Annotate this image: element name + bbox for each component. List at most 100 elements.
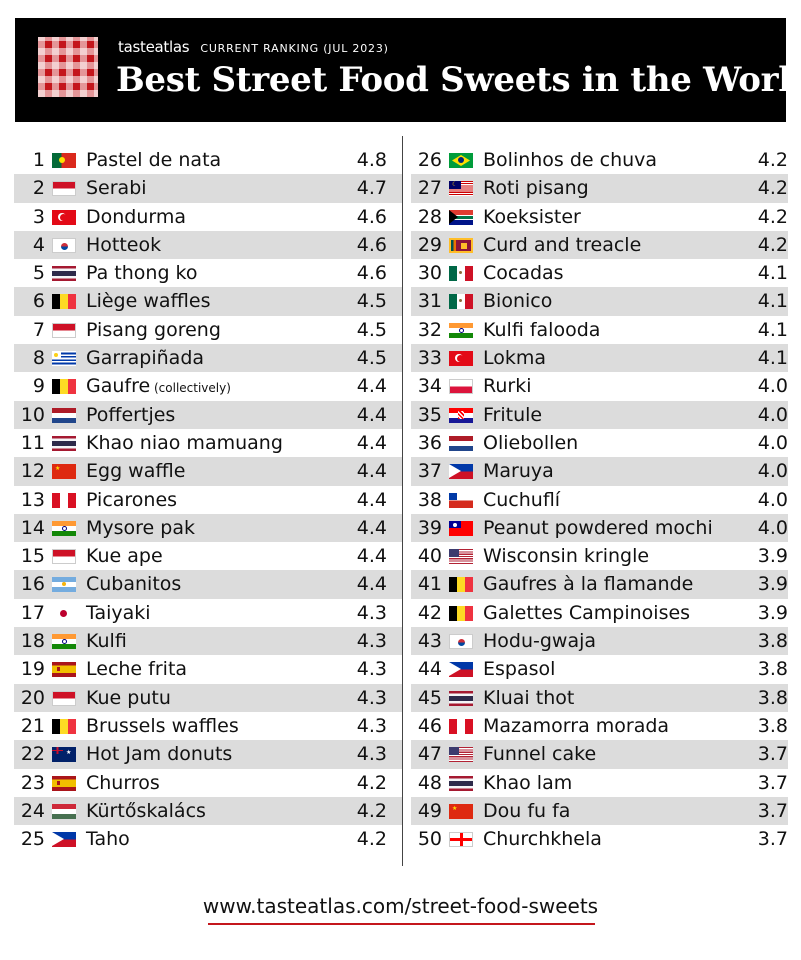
dish-name[interactable]: Roti pisang bbox=[483, 177, 589, 200]
dish-name[interactable]: Kulfi falooda bbox=[483, 318, 601, 341]
ranking-row: 36 Oliebollen 4.0 bbox=[411, 429, 788, 457]
dish-name[interactable]: Liège waffles bbox=[86, 290, 211, 313]
rating-score: 4.2 bbox=[757, 177, 788, 200]
rank-number: 36 bbox=[417, 431, 442, 454]
dish-name[interactable]: Pisang goreng bbox=[86, 318, 221, 341]
indonesia-flag-icon bbox=[52, 690, 76, 706]
portugal-flag-icon bbox=[52, 153, 76, 168]
rating-score: 4.2 bbox=[757, 205, 788, 228]
dish-name[interactable]: Pastel de nata bbox=[86, 149, 222, 171]
dish-name[interactable]: Pa thong ko bbox=[86, 262, 198, 285]
dish-name[interactable]: Kürtőskalács bbox=[86, 799, 206, 822]
dish-name[interactable]: Taho bbox=[86, 828, 130, 851]
dish-name[interactable]: Kue putu bbox=[86, 686, 171, 709]
dish-name[interactable]: Picarones bbox=[86, 488, 178, 511]
rating-score: 4.1 bbox=[757, 347, 788, 370]
rating-score: 3.7 bbox=[757, 743, 788, 766]
dish-name[interactable]: Hodu-gwaja bbox=[483, 630, 597, 653]
dish-name[interactable]: Koeksister bbox=[483, 205, 581, 228]
rank-number: 41 bbox=[417, 573, 442, 596]
dish-name[interactable]: Curd and treacle bbox=[483, 233, 642, 256]
dish-name[interactable]: Egg waffle bbox=[86, 460, 186, 483]
dish-name[interactable]: Khao lam bbox=[483, 771, 573, 794]
dish-name[interactable]: Peanut powdered mochi bbox=[483, 516, 713, 539]
rank-number: 2 bbox=[32, 177, 45, 200]
rating-score: 4.6 bbox=[356, 233, 387, 256]
indonesia-flag-icon bbox=[52, 322, 76, 338]
dish-name[interactable]: Hot Jam donuts bbox=[86, 743, 233, 766]
ranking-row: 7 Pisang goreng 4.5 bbox=[14, 316, 402, 344]
dish-name[interactable]: Dondurma bbox=[86, 205, 187, 228]
dish-name[interactable]: Lokma bbox=[483, 347, 547, 370]
dish-name[interactable]: Brussels waffles bbox=[86, 714, 239, 737]
rating-score: 4.1 bbox=[757, 290, 788, 313]
dish-name[interactable]: Taiyaki bbox=[86, 601, 151, 624]
rank-number: 24 bbox=[20, 799, 45, 822]
netherlands-flag-icon bbox=[52, 407, 76, 423]
mexico-flag-icon bbox=[449, 266, 473, 282]
rating-score: 4.3 bbox=[356, 658, 387, 681]
thailand-flag-icon bbox=[449, 690, 473, 706]
rating-score: 3.8 bbox=[757, 686, 788, 709]
dish-name[interactable]: Rurki bbox=[483, 375, 532, 398]
dish-name[interactable]: Cuchuflí bbox=[483, 488, 561, 511]
dish-name[interactable]: Cocadas bbox=[483, 262, 564, 285]
rating-score: 4.3 bbox=[356, 630, 387, 653]
dish-name[interactable]: Churros bbox=[86, 771, 160, 794]
dish-name[interactable]: Bolinhos de chuva bbox=[483, 149, 658, 171]
dish-name[interactable]: Poffertjes bbox=[86, 403, 176, 426]
rating-score: 4.4 bbox=[356, 431, 387, 454]
dish-name[interactable]: Kluai thot bbox=[483, 686, 575, 709]
rating-score: 4.2 bbox=[356, 828, 387, 851]
dish-name[interactable]: Wisconsin kringle bbox=[483, 545, 650, 568]
footer-url[interactable]: www.tasteatlas.com/street-food-sweets bbox=[202, 894, 599, 918]
netherlands-flag-icon bbox=[449, 435, 473, 451]
rating-score: 3.7 bbox=[757, 799, 788, 822]
rank-number: 32 bbox=[417, 318, 442, 341]
ranking-row: 39 Peanut powdered mochi 4.0 bbox=[411, 513, 788, 543]
rank-number: 45 bbox=[417, 686, 442, 709]
ranking-row: 15 Kue ape 4.4 bbox=[14, 542, 402, 570]
malaysia-flag-icon: ☾ bbox=[449, 181, 473, 197]
dish-name[interactable]: Garrapiñada bbox=[86, 347, 205, 370]
dish-name[interactable]: Mazamorra morada bbox=[483, 714, 670, 737]
dish-name[interactable]: Galettes Campinoises bbox=[483, 601, 691, 624]
ranking-row: 35 Fritule 4.0 bbox=[411, 400, 788, 429]
china-flag-icon: ★ bbox=[449, 803, 473, 819]
dish-name[interactable]: Gaufres à la flamande bbox=[483, 573, 694, 596]
rank-number: 8 bbox=[32, 347, 45, 370]
ranking-row: 48 Khao lam 3.7 bbox=[411, 769, 788, 797]
dish-name[interactable]: Kue ape bbox=[86, 545, 163, 568]
dish-name[interactable]: Dou fu fa bbox=[483, 799, 571, 822]
rating-score: 4.4 bbox=[356, 403, 387, 426]
dish-name[interactable]: Leche frita bbox=[86, 658, 188, 681]
dish-name[interactable]: Cubanitos bbox=[86, 573, 182, 596]
dish-name[interactable]: Serabi bbox=[86, 177, 147, 200]
rating-score: 4.3 bbox=[356, 714, 387, 737]
dish-name[interactable]: Fritule bbox=[483, 403, 543, 426]
ranking-row: 33 Lokma 4.1 bbox=[411, 344, 788, 373]
peru-flag-icon bbox=[449, 718, 473, 734]
ranking-row: 13 Picarones 4.4 bbox=[14, 486, 402, 514]
dish-name[interactable]: Hotteok bbox=[86, 233, 162, 256]
dish-name[interactable]: Gaufre (collectively) bbox=[86, 375, 231, 398]
dish-name[interactable]: Churchkhela bbox=[483, 828, 602, 851]
dish-name[interactable]: Maruya bbox=[483, 460, 554, 483]
rank-number: 43 bbox=[417, 630, 442, 653]
dish-name[interactable]: Funnel cake bbox=[483, 743, 597, 766]
thailand-flag-icon bbox=[52, 435, 76, 451]
dish-name[interactable]: Khao niao mamuang bbox=[86, 431, 283, 454]
dish-name[interactable]: Kulfi bbox=[86, 630, 127, 653]
dish-name[interactable]: Oliebollen bbox=[483, 431, 579, 454]
rank-number: 23 bbox=[20, 771, 45, 794]
dish-name[interactable]: Mysore pak bbox=[86, 516, 195, 539]
ranking-row: 3 Dondurma 4.6 bbox=[14, 203, 402, 231]
dish-name[interactable]: Bionico bbox=[483, 290, 553, 313]
dish-name[interactable]: Espasol bbox=[483, 658, 556, 681]
rating-score: 4.0 bbox=[757, 460, 788, 483]
rating-score: 4.2 bbox=[356, 799, 387, 822]
ranking-row: 31 Bionico 4.1 bbox=[411, 287, 788, 316]
ranking-row: 26 Bolinhos de chuva 4.2 bbox=[411, 146, 788, 174]
ranking-row: 27 ☾ Roti pisang 4.2 bbox=[411, 174, 788, 203]
poland-flag-icon bbox=[449, 379, 473, 395]
